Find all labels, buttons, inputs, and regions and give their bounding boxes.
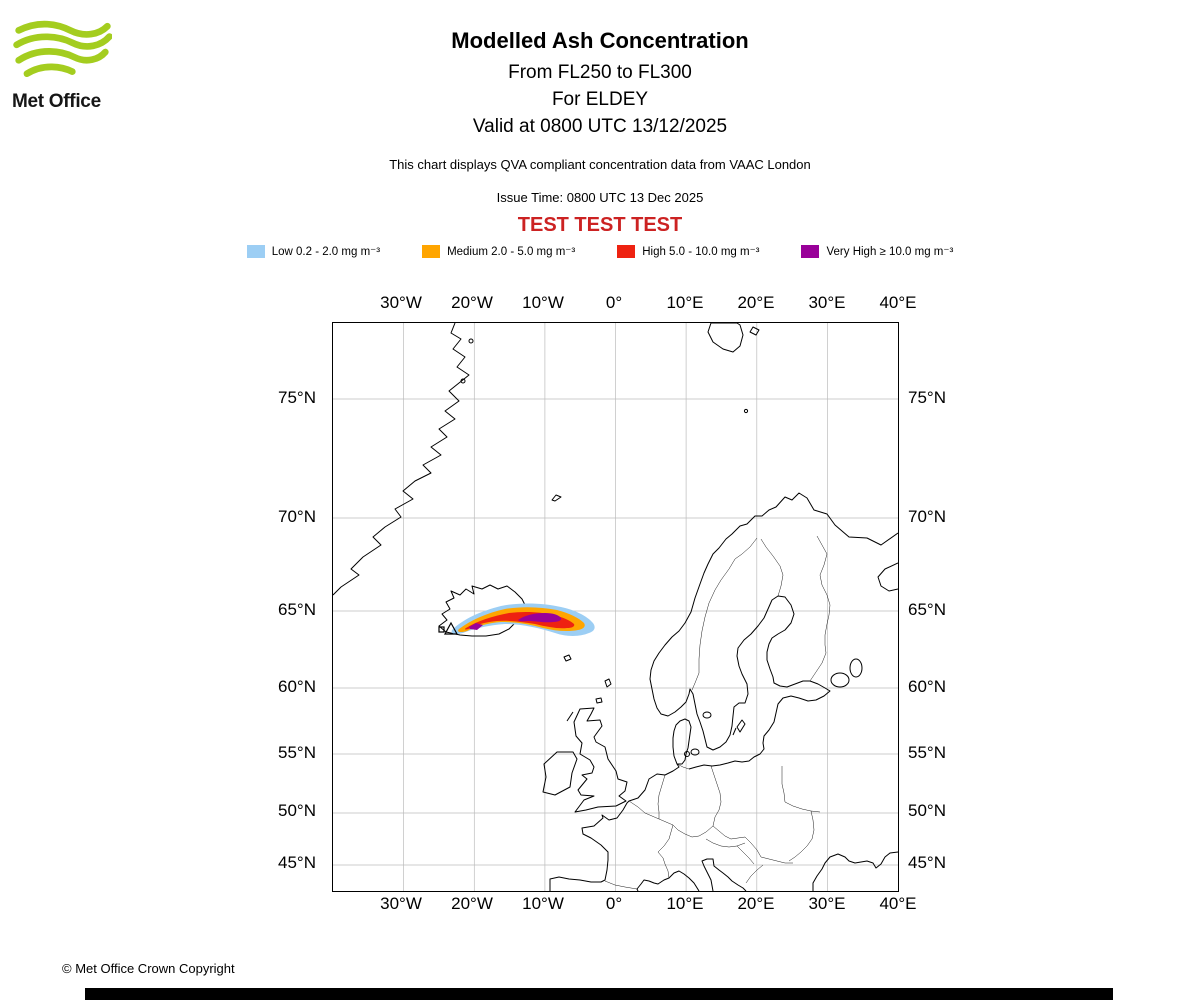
coastline-black-sea [812, 851, 899, 891]
coastline-jan-mayen [551, 494, 562, 502]
met-office-waves-icon [13, 20, 113, 78]
coastline-denmark [672, 718, 692, 765]
lon-label-bottom-3: 0° [605, 894, 623, 913]
lat-label-left-50: 50°N [278, 801, 316, 820]
lon-label-top-0: 30°W [380, 293, 422, 312]
coastline-shetland [604, 678, 612, 688]
lon-label-bottom-2: 10°W [522, 894, 564, 913]
met-office-logo: Met Office [12, 18, 122, 113]
lon-label-top-4: 10°E [666, 293, 704, 312]
coastline-bear-island [743, 408, 749, 414]
coastline-gotland [736, 719, 746, 733]
lon-label-bottom-1: 20°W [451, 894, 493, 913]
graticule [333, 323, 898, 891]
volcano-site-icon [438, 626, 445, 633]
legend: Low 0.2 - 2.0 mg m⁻³ Medium 2.0 - 5.0 mg… [0, 244, 1200, 258]
lat-label-right-55: 55°N [908, 743, 946, 762]
lon-label-top-7: 40°E [879, 293, 917, 312]
legend-item-low: Low 0.2 - 2.0 mg m⁻³ [246, 244, 381, 258]
lat-label-right-60: 60°N [908, 677, 946, 696]
volcano-triangle-icon [443, 621, 459, 635]
legend-item-very-high: Very High ≥ 10.0 mg m⁻³ [801, 244, 953, 258]
coastline-svalbard [707, 322, 744, 353]
lon-label-bottom-6: 30°E [808, 894, 846, 913]
lon-label-bottom-5: 20°E [737, 894, 775, 913]
coastline-funen [684, 751, 690, 757]
coastline-greenland [332, 322, 470, 596]
lon-label-bottom-4: 10°E [666, 894, 704, 913]
legend-swatch-medium [422, 244, 441, 258]
lat-label-right-75: 75°N [908, 388, 946, 407]
coastline-iceland [438, 584, 527, 637]
bottom-bar [85, 988, 1113, 1000]
lon-label-bottom-0: 30°W [380, 894, 422, 913]
greenland-islet-1 [468, 338, 474, 344]
legend-item-high: High 5.0 - 10.0 mg m⁻³ [617, 244, 759, 258]
lat-label-left-70: 70°N [278, 507, 316, 526]
ash-plume [451, 603, 595, 636]
lon-label-top-6: 30°E [808, 293, 846, 312]
coastline-faroe [563, 654, 572, 662]
volcano-marker [438, 621, 459, 635]
lat-label-right-50: 50°N [908, 801, 946, 820]
legend-item-medium: Medium 2.0 - 5.0 mg m⁻³ [422, 244, 575, 258]
lake-onega [849, 658, 863, 678]
valid-time-line: Valid at 0800 UTC 13/12/2025 [472, 116, 728, 137]
lat-label-right-65: 65°N [908, 600, 946, 619]
copyright-text: © Met Office Crown Copyright [62, 961, 235, 976]
compliance-note: This chart displays QVA compliant concen… [389, 157, 811, 172]
legend-label-low: Low 0.2 - 2.0 mg m⁻³ [271, 246, 381, 258]
flight-level-line: From FL250 to FL300 [508, 62, 692, 83]
lat-label-left-55: 55°N [278, 743, 316, 762]
borders-scandinavia [691, 535, 831, 691]
map-frame [332, 322, 899, 892]
lat-label-left-60: 60°N [278, 677, 316, 696]
greenland-islet-2 [460, 378, 466, 384]
test-banner: TEST TEST TEST [517, 214, 683, 236]
lat-label-left-65: 65°N [278, 600, 316, 619]
legend-swatch-low [246, 244, 265, 258]
legend-label-high: High 5.0 - 10.0 mg m⁻³ [642, 246, 760, 258]
lat-label-left-75: 75°N [278, 388, 316, 407]
coastline-zealand [690, 748, 700, 756]
coastline-hebrides [566, 711, 574, 722]
page-title: Modelled Ash Concentration [451, 28, 749, 53]
coastline-svalbard-east [749, 326, 760, 336]
coastline-west-europe [549, 763, 680, 891]
legend-label-very-high: Very High ≥ 10.0 mg m⁻³ [826, 246, 954, 258]
issue-time: Issue Time: 0800 UTC 13 Dec 2025 [496, 190, 704, 205]
legend-swatch-high [617, 244, 636, 258]
lake-ladoga [830, 672, 850, 688]
lat-label-right-45: 45°N [908, 853, 946, 872]
legend-label-medium: Medium 2.0 - 5.0 mg m⁻³ [447, 246, 576, 258]
coastline-fennoscandia [649, 492, 899, 770]
coastline-great-britain [573, 707, 628, 813]
coastlines [332, 322, 899, 892]
coastline-white-sea [877, 562, 899, 592]
plume-very-high [518, 613, 562, 623]
lat-label-right-70: 70°N [908, 507, 946, 526]
lon-label-bottom-7: 40°E [879, 894, 917, 913]
coastline-mediterranean [636, 870, 700, 892]
borders-europe [604, 763, 821, 890]
coastline-orkney [595, 697, 603, 704]
met-office-wordmark: Met Office [12, 91, 101, 112]
country-borders [604, 535, 831, 890]
volcano-line: For ELDEY [551, 89, 649, 110]
map-canvas [332, 322, 899, 892]
coastline-ireland [542, 751, 578, 796]
coastline-adriatic [701, 858, 747, 892]
lon-label-top-1: 20°W [451, 293, 493, 312]
coastline-oland [732, 727, 737, 736]
plume-very-high-vent [469, 623, 483, 630]
lon-label-top-3: 0° [605, 293, 623, 312]
lake-vanern [702, 711, 712, 719]
lon-label-top-5: 20°E [737, 293, 775, 312]
lon-label-top-2: 10°W [522, 293, 564, 312]
legend-swatch-very-high [801, 244, 820, 258]
lat-label-left-45: 45°N [278, 853, 316, 872]
